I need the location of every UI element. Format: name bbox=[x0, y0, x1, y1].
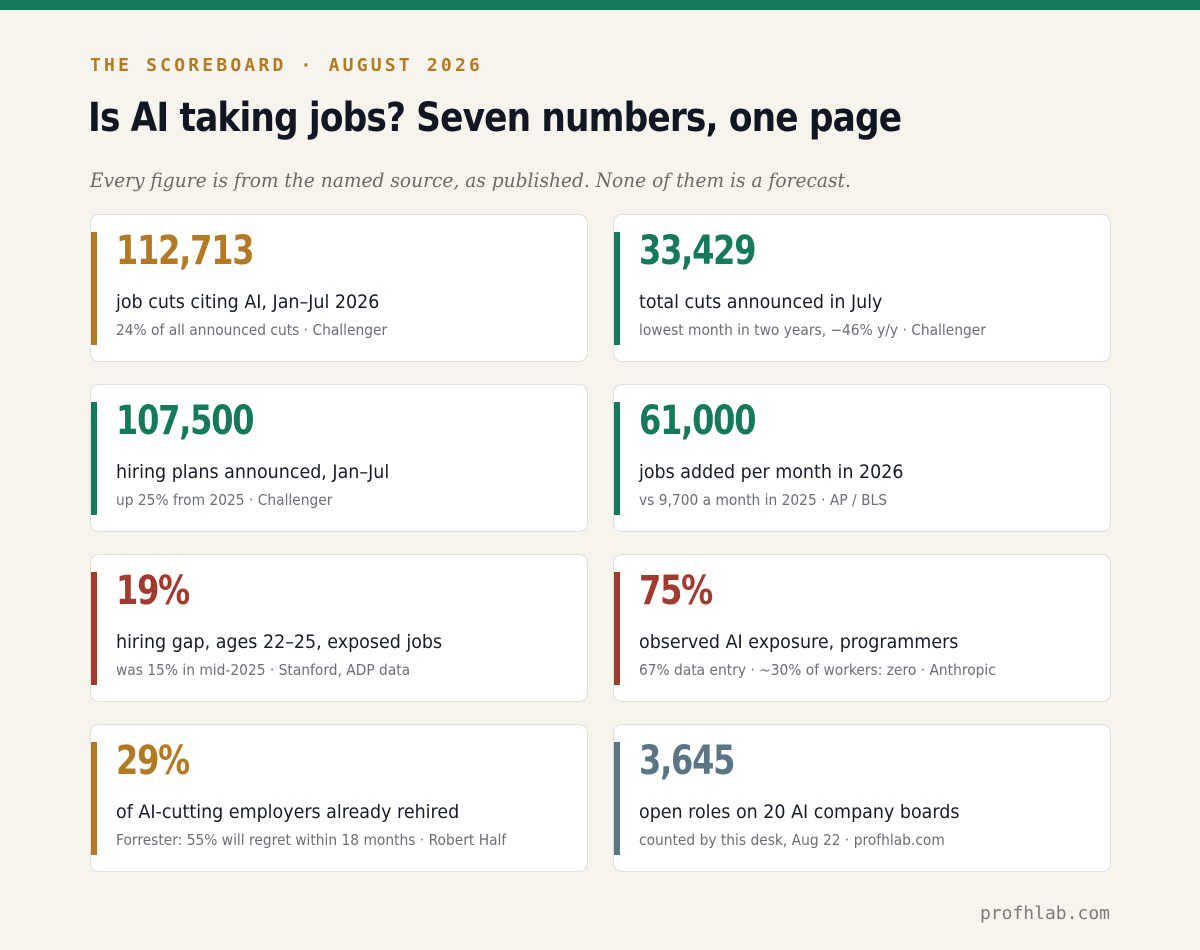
card-accent-bar bbox=[614, 232, 620, 345]
card-accent-bar bbox=[91, 572, 97, 685]
stat-label: hiring plans announced, Jan–Jul bbox=[116, 461, 390, 483]
stat-label: job cuts citing AI, Jan–Jul 2026 bbox=[116, 291, 380, 313]
stat-value: 33,429 bbox=[639, 228, 756, 274]
card-accent-bar bbox=[614, 572, 620, 685]
stat-card-grid: 112,713 job cuts citing AI, Jan–Jul 2026… bbox=[90, 214, 1111, 872]
stat-value: 107,500 bbox=[116, 398, 255, 444]
footer-site-credit: profhlab.com bbox=[979, 903, 1110, 924]
card-accent-bar bbox=[91, 742, 97, 855]
stat-note: was 15% in mid-2025 · Stanford, ADP data bbox=[116, 661, 411, 679]
stat-value: 75% bbox=[639, 568, 713, 614]
stat-label: jobs added per month in 2026 bbox=[639, 461, 904, 483]
card-accent-bar bbox=[614, 742, 620, 855]
stat-note: counted by this desk, Aug 22 · profhlab.… bbox=[639, 831, 945, 849]
stat-label: hiring gap, ages 22–25, exposed jobs bbox=[116, 631, 443, 653]
stat-card-hiring-plans: 107,500 hiring plans announced, Jan–Jul … bbox=[90, 384, 588, 532]
stat-card-open-roles: 3,645 open roles on 20 AI company boards… bbox=[613, 724, 1111, 872]
stat-note: 24% of all announced cuts · Challenger bbox=[116, 321, 388, 339]
stat-label: of AI-cutting employers already rehired bbox=[116, 801, 460, 823]
stat-note: Forrester: 55% will regret within 18 mon… bbox=[116, 831, 507, 849]
stat-card-jobs-added: 61,000 jobs added per month in 2026 vs 9… bbox=[613, 384, 1111, 532]
stat-value: 29% bbox=[116, 738, 190, 784]
stat-card-july-cuts: 33,429 total cuts announced in July lowe… bbox=[613, 214, 1111, 362]
stat-value: 3,645 bbox=[639, 738, 735, 784]
kicker: THE SCOREBOARD · AUGUST 2026 bbox=[90, 55, 484, 76]
card-accent-bar bbox=[91, 232, 97, 345]
stat-note: lowest month in two years, −46% y/y · Ch… bbox=[639, 321, 986, 339]
stat-label: total cuts announced in July bbox=[639, 291, 883, 313]
page-subtitle: Every figure is from the named source, a… bbox=[90, 168, 851, 192]
page-title: Is AI taking jobs? Seven numbers, one pa… bbox=[88, 95, 902, 141]
stat-note: up 25% from 2025 · Challenger bbox=[116, 491, 333, 509]
stat-value: 112,713 bbox=[116, 228, 255, 274]
stat-note: 67% data entry · ~30% of workers: zero ·… bbox=[639, 661, 996, 679]
stat-value: 61,000 bbox=[639, 398, 756, 444]
card-accent-bar bbox=[91, 402, 97, 515]
stat-card-ai-job-cuts: 112,713 job cuts citing AI, Jan–Jul 2026… bbox=[90, 214, 588, 362]
stat-label: open roles on 20 AI company boards bbox=[639, 801, 960, 823]
stat-note: vs 9,700 a month in 2025 · AP / BLS bbox=[639, 491, 888, 509]
card-accent-bar bbox=[614, 402, 620, 515]
stat-card-ai-exposure: 75% observed AI exposure, programmers 67… bbox=[613, 554, 1111, 702]
stat-value: 19% bbox=[116, 568, 190, 614]
top-accent-bar bbox=[0, 0, 1200, 10]
stat-card-rehired: 29% of AI-cutting employers already rehi… bbox=[90, 724, 588, 872]
stat-label: observed AI exposure, programmers bbox=[639, 631, 959, 653]
stat-card-hiring-gap: 19% hiring gap, ages 22–25, exposed jobs… bbox=[90, 554, 588, 702]
